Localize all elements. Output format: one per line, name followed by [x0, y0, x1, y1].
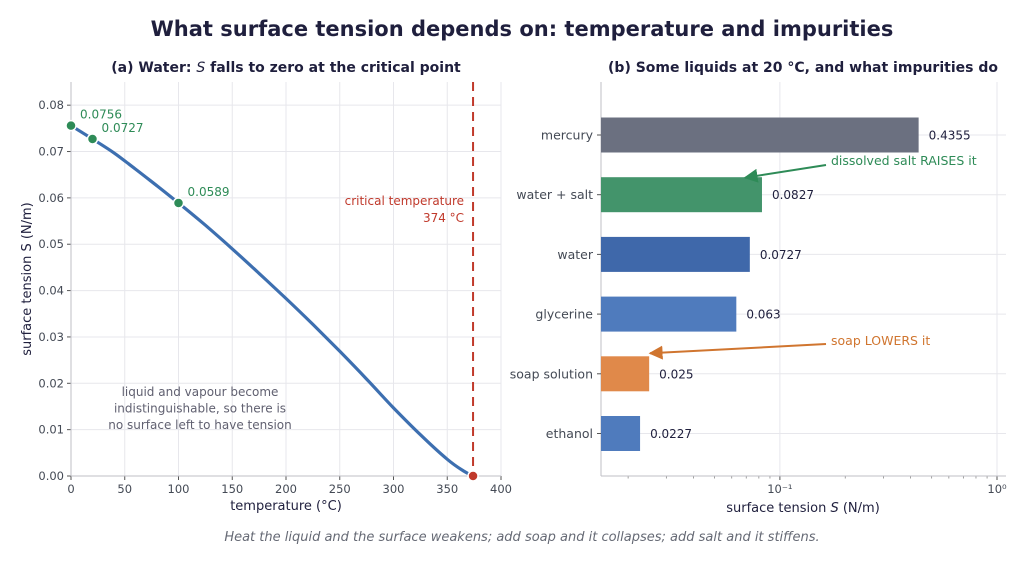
data-point: [65, 119, 77, 132]
panel-b-plot-area: 0.4355 0.0827 0.0727 0.063 0.025 0.0227 dissol…: [601, 117, 977, 451]
data-point-label: 0.0756: [80, 108, 122, 122]
panel-a-ylabel: surface tension S (N/m): [20, 202, 35, 356]
bar-value-label: 0.4355: [929, 129, 971, 143]
bar-value-label: 0.025: [659, 367, 693, 381]
bar: [601, 236, 750, 272]
soap-annotation-arrow: [648, 343, 827, 360]
x-tick-label: 10⁻¹: [767, 482, 792, 496]
category-label: water: [557, 247, 593, 262]
data-point-label: 0.0727: [102, 121, 144, 135]
y-tick-label: 0.08: [38, 98, 64, 112]
bar: [601, 177, 762, 213]
data-point-label: 0.0589: [188, 185, 230, 199]
x-tick-label: 350: [436, 482, 458, 496]
category-label: soap solution: [510, 366, 593, 381]
y-tick-label: 0.03: [38, 330, 64, 344]
bar: [601, 117, 919, 153]
critical-temperature-label: 374 °C: [423, 211, 464, 225]
x-tick-label: 400: [490, 482, 512, 496]
category-label: water + salt: [516, 187, 593, 202]
figure-caption: Heat the liquid and the surface weakens;…: [224, 530, 819, 545]
data-point: [86, 133, 99, 145]
critical-point-marker: [467, 470, 479, 482]
bar: [601, 356, 650, 392]
y-tick-label: 0.07: [38, 145, 64, 159]
category-label: glycerine: [535, 307, 593, 322]
bar-value-label: 0.0727: [760, 248, 802, 262]
x-tick-label: 300: [383, 482, 405, 496]
salt-annotation-text: dissolved salt RAISES it: [831, 153, 977, 168]
panel-b-xlabel: surface tension S (N/m): [726, 501, 880, 516]
panel-b: (b) Some liquids at 20 °C, and what impu…: [510, 60, 1007, 516]
x-tick-label: 150: [221, 482, 243, 496]
category-label: ethanol: [546, 426, 593, 441]
y-tick-label: 0.01: [38, 423, 64, 437]
note-text: no surface left to have tension: [108, 418, 292, 432]
bar-value-label: 0.0827: [772, 188, 814, 202]
data-point: [172, 197, 185, 209]
y-tick-label: 0.05: [38, 237, 64, 251]
y-tick-label: 0.00: [38, 469, 64, 483]
bar: [601, 296, 737, 332]
figure-title: What surface tension depends on: tempera…: [151, 17, 894, 41]
bar-value-label: 0.063: [746, 308, 780, 322]
panel-a: (a) Water: S falls to zero at the critic…: [20, 60, 512, 514]
panel-a-xlabel: temperature (°C): [230, 499, 342, 514]
x-tick-label: 10⁰: [987, 482, 1007, 496]
note-text: liquid and vapour become: [122, 385, 279, 399]
panel-a-title: (a) Water: S falls to zero at the critic…: [111, 60, 461, 76]
critical-temperature-label: critical temperature: [345, 194, 464, 208]
panel-a-axes: 0 50 100 150 200 250 300 350 400 0.00 0.01 0.02 0.03…: [38, 82, 512, 496]
y-tick-label: 0.02: [38, 376, 64, 390]
x-tick-label: 0: [67, 482, 74, 496]
surface-tension-curve: [69, 124, 475, 478]
y-tick-label: 0.06: [38, 191, 64, 205]
salt-annotation-arrow: [743, 164, 827, 183]
y-tick-label: 0.04: [38, 284, 64, 298]
panel-b-title: (b) Some liquids at 20 °C, and what impu…: [608, 60, 998, 76]
bar: [601, 416, 641, 451]
x-tick-label: 200: [275, 482, 297, 496]
soap-annotation-text: soap LOWERS it: [831, 333, 930, 348]
category-label: mercury: [541, 128, 594, 143]
bar-value-label: 0.0227: [650, 427, 692, 441]
x-tick-label: 100: [168, 482, 190, 496]
x-tick-label: 50: [117, 482, 132, 496]
x-tick-label: 250: [329, 482, 351, 496]
panel-a-grid: [70, 82, 502, 477]
note-text: indistinguishable, so there is: [114, 402, 286, 416]
